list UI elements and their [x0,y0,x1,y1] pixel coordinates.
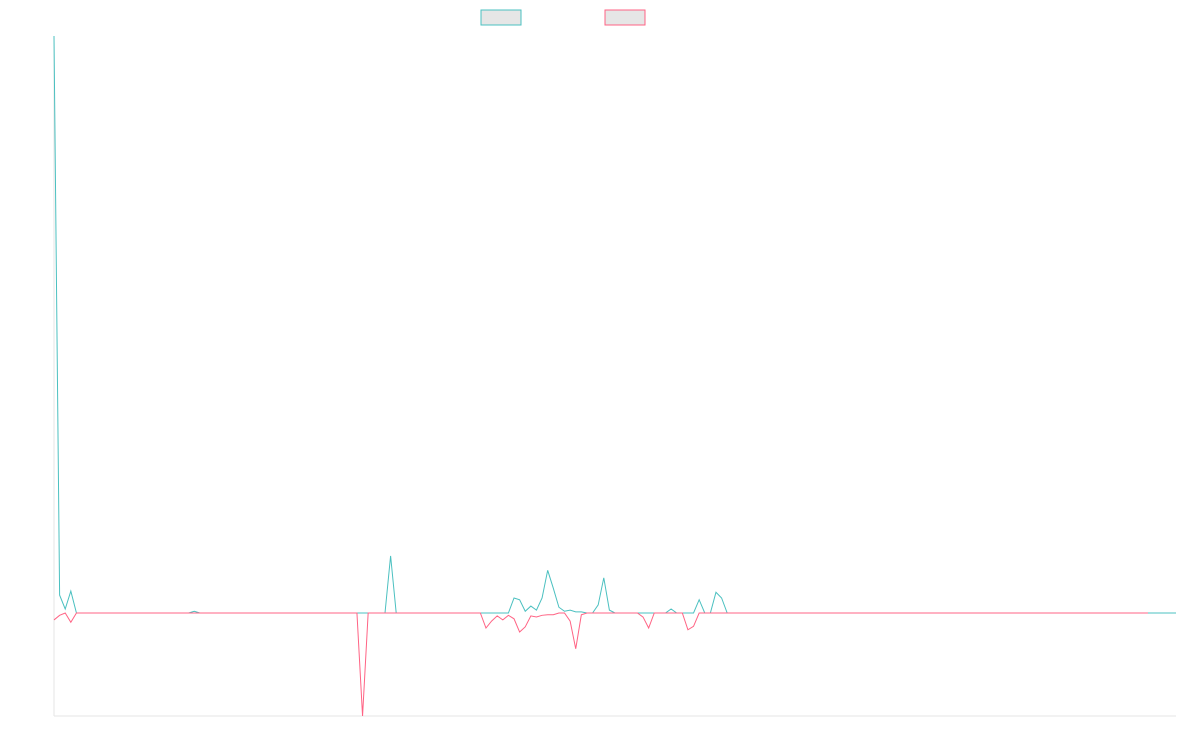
line-series [53,612,1148,717]
line-series [53,35,1176,614]
legend-swatch[interactable] [480,9,522,26]
legend-swatch[interactable] [604,9,646,26]
